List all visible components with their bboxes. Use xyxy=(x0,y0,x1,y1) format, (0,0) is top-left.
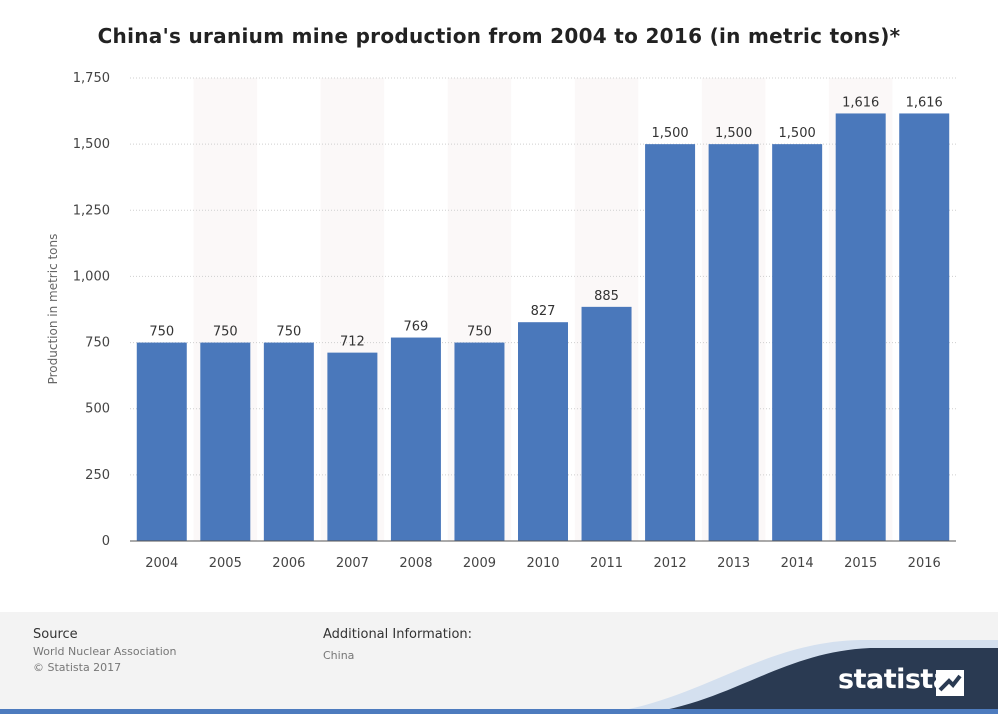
bar[interactable] xyxy=(200,342,251,541)
y-tick-label: 1,250 xyxy=(73,203,110,218)
y-tick-label: 250 xyxy=(85,468,110,483)
x-axis-ticks: 2004 2005 2006 2007 2008 2009 2010 2011 2012 2013… xyxy=(145,556,941,571)
statista-logo[interactable]: statista xyxy=(838,664,951,695)
y-tick-label: 0 xyxy=(102,534,110,549)
data-label: 1,500 xyxy=(651,126,688,141)
data-label: 750 xyxy=(276,325,301,340)
copyright-line: © Statista 2017 xyxy=(33,661,122,674)
bar[interactable] xyxy=(581,306,632,541)
x-tick-label: 2013 xyxy=(717,556,750,571)
data-label: 750 xyxy=(467,325,492,340)
data-label: 750 xyxy=(213,325,238,340)
footer: Source World Nuclear Association © Stati… xyxy=(0,612,998,714)
data-label: 1,616 xyxy=(842,95,879,110)
y-tick-label: 500 xyxy=(85,402,110,417)
data-label: 827 xyxy=(531,304,556,319)
x-tick-label: 2014 xyxy=(781,556,814,571)
y-tick-label: 1,000 xyxy=(73,269,110,284)
bar[interactable] xyxy=(136,342,187,541)
bar[interactable] xyxy=(518,322,568,541)
bar[interactable] xyxy=(645,144,696,541)
bar[interactable] xyxy=(390,337,441,541)
x-tick-label: 2004 xyxy=(145,556,178,571)
x-tick-label: 2007 xyxy=(336,556,369,571)
x-tick-label: 2005 xyxy=(209,556,242,571)
statista-logo-icon xyxy=(936,670,964,696)
bar[interactable] xyxy=(772,144,823,541)
bar[interactable] xyxy=(899,113,950,541)
additional-info-line: China xyxy=(323,649,355,662)
x-tick-label: 2012 xyxy=(654,556,687,571)
data-labels: 750 750 750 712 769 750 827 885 1,500 1,500 1,500 1… xyxy=(149,95,942,349)
bars xyxy=(136,113,950,541)
x-tick-label: 2009 xyxy=(463,556,496,571)
bar[interactable] xyxy=(835,113,886,541)
y-tick-label: 750 xyxy=(85,336,110,351)
data-label: 1,616 xyxy=(906,95,943,110)
source-heading: Source xyxy=(33,627,78,642)
data-label: 750 xyxy=(149,325,174,340)
bar[interactable] xyxy=(454,342,505,541)
brand-wave xyxy=(600,640,998,714)
data-label: 885 xyxy=(594,289,619,304)
x-tick-label: 2008 xyxy=(399,556,432,571)
x-tick-label: 2006 xyxy=(272,556,305,571)
data-label: 1,500 xyxy=(715,126,752,141)
y-tick-label: 1,750 xyxy=(73,71,110,86)
y-axis-ticks: 0 250 500 750 1,000 1,250 1,500 1,750 xyxy=(73,71,110,549)
x-tick-label: 2011 xyxy=(590,556,623,571)
x-tick-label: 2015 xyxy=(844,556,877,571)
chart-title: China's uranium mine production from 200… xyxy=(97,24,901,48)
source-line[interactable]: World Nuclear Association xyxy=(33,645,177,658)
bar[interactable] xyxy=(263,342,314,541)
bar[interactable] xyxy=(327,352,378,541)
data-label: 712 xyxy=(340,335,365,350)
additional-info-heading: Additional Information: xyxy=(323,627,473,642)
x-tick-label: 2010 xyxy=(526,556,559,571)
y-axis-label: Production in metric tons xyxy=(46,234,60,385)
x-tick-label: 2016 xyxy=(908,556,941,571)
y-tick-label: 1,500 xyxy=(73,137,110,152)
bar[interactable] xyxy=(708,144,759,541)
data-label: 769 xyxy=(404,320,429,335)
bottom-accent-strip xyxy=(0,709,998,714)
data-label: 1,500 xyxy=(779,126,816,141)
